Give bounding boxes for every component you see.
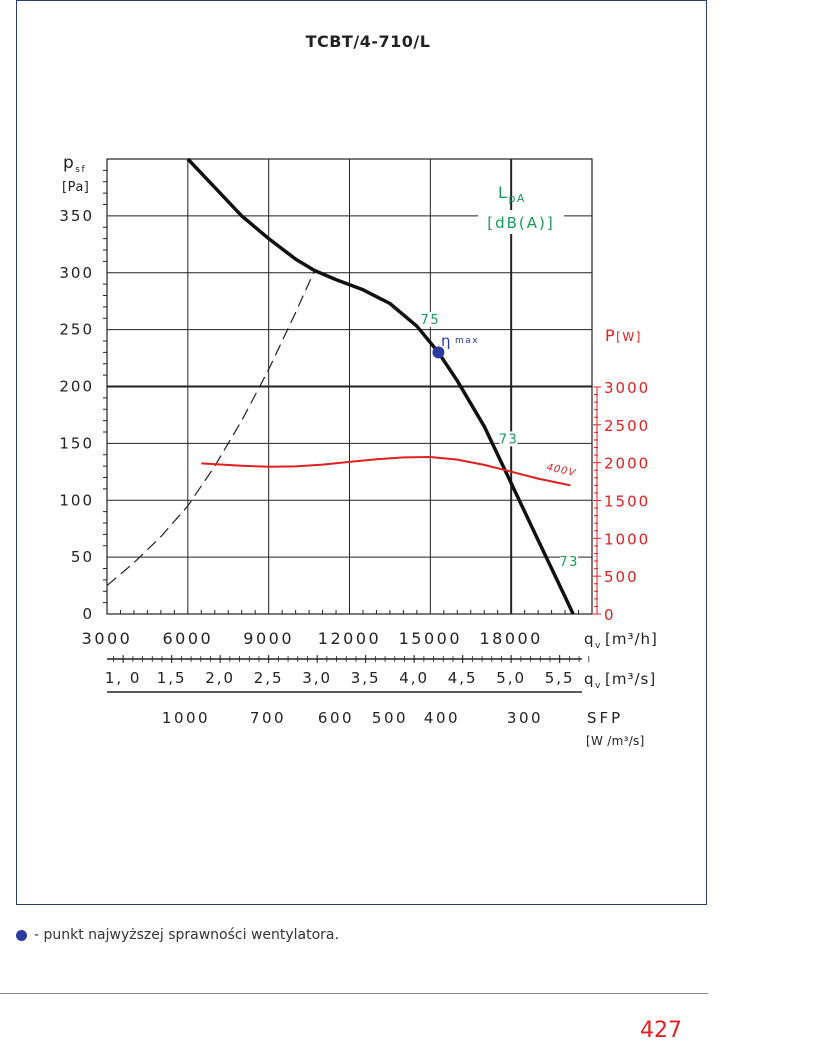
eta-max-point [432, 346, 445, 359]
x-axis-label: qv [584, 630, 602, 651]
y-tick-label: 0 [82, 605, 94, 623]
y-tick-label: 150 [59, 434, 94, 452]
y-tick-label: 350 [59, 207, 94, 225]
y-tick-label: 200 [59, 378, 94, 396]
x-tick-label: 12000 [318, 629, 381, 648]
power-tick-label: 0 [604, 606, 616, 624]
eta-max-legend-dot [16, 929, 27, 941]
y-axis-unit: [Pa] [62, 180, 89, 195]
x-tick-label: 6000 [162, 629, 213, 648]
sfp-tick-label: 600 [318, 709, 354, 727]
eta-max-label: η max [441, 332, 479, 350]
sfp-axis-unit: [W /m³/s] [586, 734, 645, 748]
m3s-tick-label: 1,5 [157, 669, 187, 687]
x-tick-label: 3000 [82, 629, 133, 648]
legend-text: - punkt najwyższej sprawności wentylator… [34, 927, 339, 943]
m3s-axis-unit: [m³/s] [605, 670, 656, 688]
system-curve [106, 270, 316, 587]
legend: - punkt najwyższej sprawności wentylator… [16, 927, 339, 943]
m3s-tick-label: 4,0 [399, 669, 429, 687]
sfp-axis-label: SFP [587, 709, 623, 727]
sound-value-label: 73 [499, 432, 519, 447]
y-tick-label: 300 [59, 264, 94, 282]
m3s-axis-label: qv [584, 670, 602, 691]
sound-value-label: 73 [559, 555, 579, 570]
power-tick-label: 3000 [604, 379, 650, 397]
sound-value-bg [560, 554, 579, 570]
page-number: 427 [640, 1018, 682, 1043]
m3s-tick-label: 4,5 [448, 669, 478, 687]
sound-label-bg [478, 210, 564, 234]
chart-frame [16, 0, 707, 905]
x-tick-label: 15000 [399, 629, 462, 648]
m3s-tick-label: 5,0 [496, 669, 526, 687]
sfp-tick-label: 300 [507, 709, 543, 727]
power-tick-label: 1500 [604, 493, 650, 511]
m3s-tick-label: 3,0 [302, 669, 332, 687]
m3s-tick-label: 1, 0 [105, 669, 142, 687]
power-curve-label: 400V [545, 462, 577, 479]
sound-value-bg [499, 431, 518, 447]
x-axis-unit: [m³/h] [605, 630, 658, 648]
power-curve [201, 455, 571, 487]
power-tick-label: 500 [604, 568, 639, 586]
power-tick-label: 2500 [604, 417, 650, 435]
power-axis-label: P[W] [605, 326, 642, 345]
sound-axis-unit: [dB(A)] [487, 214, 554, 232]
y-tick-label: 50 [71, 548, 94, 566]
pressure-curve [186, 157, 575, 615]
chart-title: TCBT/4-710/L [306, 32, 431, 51]
x-tick-label: 9000 [243, 629, 294, 648]
m3s-tick-label: 3,5 [351, 669, 381, 687]
sfp-tick-label: 500 [372, 709, 408, 727]
y-tick-label: 250 [59, 321, 94, 339]
sound-value-bg [421, 311, 440, 327]
y-axis-label: psf [63, 153, 86, 175]
sfp-tick-label: 1000 [162, 709, 210, 727]
sfp-tick-label: 700 [250, 709, 286, 727]
m3s-tick-label: 5,5 [545, 669, 575, 687]
power-tick-label: 2000 [604, 455, 650, 473]
sound-value-label: 75 [421, 313, 441, 328]
y-tick-label: 100 [59, 491, 94, 509]
m3s-tick-label: 2,0 [205, 669, 235, 687]
m3s-tick-label: 2,5 [254, 669, 284, 687]
x-tick-label: 18000 [479, 629, 542, 648]
power-tick-label: 1000 [604, 530, 650, 548]
sfp-tick-label: 400 [424, 709, 460, 727]
bottom-divider [0, 993, 708, 994]
